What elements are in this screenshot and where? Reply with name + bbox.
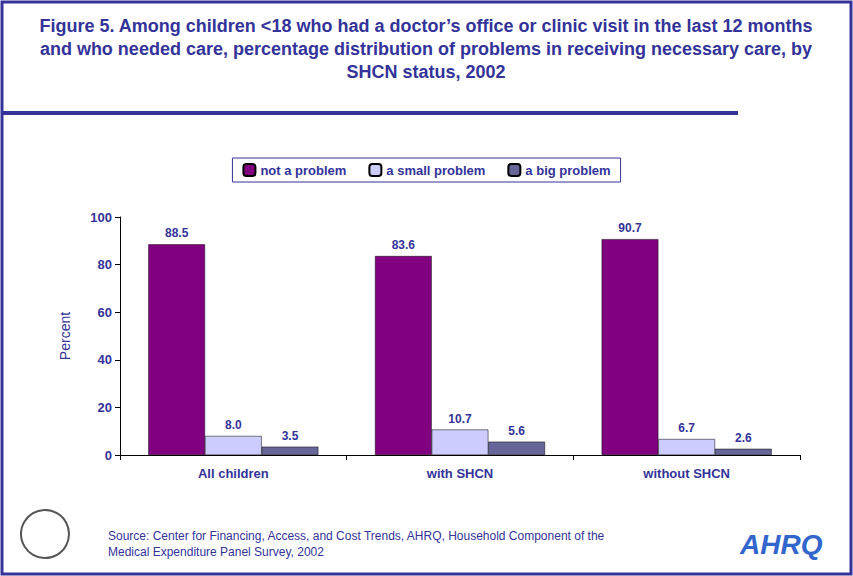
svg-text:All children: All children [198,466,269,481]
svg-text:a small problem: a small problem [386,163,485,178]
svg-text:6.7: 6.7 [678,421,695,435]
svg-text:and who needed care, percentag: and who needed care, percentage distribu… [35,39,817,59]
svg-text:without SHCN: without SHCN [642,466,730,481]
svg-text:3.5: 3.5 [282,429,299,443]
svg-text:40: 40 [98,352,112,367]
svg-text:83.6: 83.6 [392,238,416,252]
svg-text:Source: Center for Financing,: Source: Center for Financing, Access, an… [108,529,608,543]
svg-text:8.0: 8.0 [225,418,242,432]
svg-text:Medical Expenditure Panel Surv: Medical Expenditure Panel Survey, 2002 [108,545,324,559]
svg-text:Percent: Percent [57,312,73,360]
svg-text:2.6: 2.6 [735,431,752,445]
svg-text:100: 100 [90,210,112,225]
svg-text:a big problem: a big problem [525,163,610,178]
svg-text:90.7: 90.7 [618,221,642,235]
svg-text:0: 0 [105,448,112,463]
svg-text:60: 60 [98,305,112,320]
svg-text:not a problem: not a problem [260,163,346,178]
svg-text:20: 20 [98,400,112,415]
svg-text:5.6: 5.6 [508,424,525,438]
svg-text:Figure 5. Among children <18 w: Figure 5. Among children <18 who had a d… [40,16,813,36]
svg-text:AHRQ: AHRQ [739,529,823,560]
svg-text:SHCN status, 2002: SHCN status, 2002 [346,62,505,82]
svg-text:88.5: 88.5 [165,226,189,240]
svg-text:80: 80 [98,257,112,272]
svg-text:with SHCN: with SHCN [426,466,493,481]
svg-text:10.7: 10.7 [448,412,472,426]
